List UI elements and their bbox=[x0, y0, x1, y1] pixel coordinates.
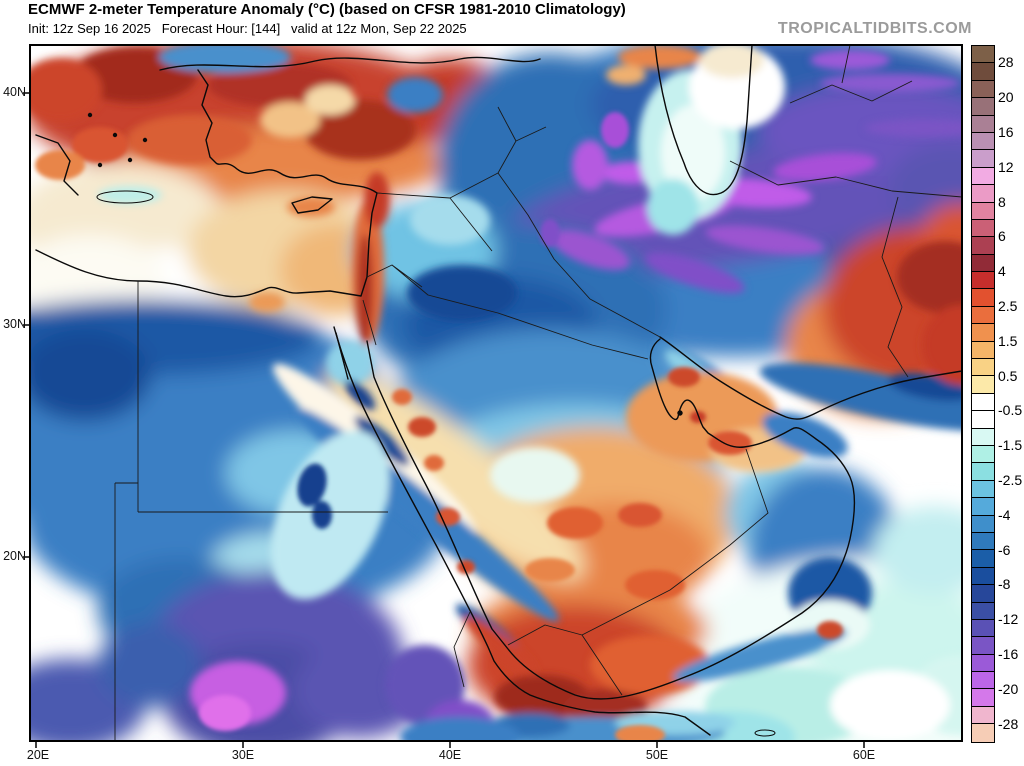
colorbar-cell bbox=[972, 602, 994, 620]
colorbar-cell bbox=[972, 706, 994, 725]
map-frame bbox=[29, 44, 963, 742]
colorbar-cell bbox=[972, 167, 994, 186]
colorbar-cell bbox=[972, 237, 994, 255]
colorbar-cell bbox=[972, 289, 994, 307]
colorbar-label: -4 bbox=[998, 506, 1011, 523]
colorbar-cell bbox=[972, 689, 994, 707]
colorbar-cell bbox=[972, 150, 994, 168]
colorbar-cell bbox=[972, 393, 994, 412]
colorbar-label: -8 bbox=[998, 576, 1011, 593]
colorbar-cell bbox=[972, 115, 994, 133]
colorbar-cell bbox=[972, 532, 994, 551]
colorbar-label: -28 bbox=[998, 715, 1019, 732]
colorbar-label: -2.5 bbox=[998, 472, 1023, 488]
colorbar-cell bbox=[972, 411, 994, 429]
colorbar-label: 12 bbox=[998, 158, 1014, 175]
colorbar-cell bbox=[972, 480, 994, 499]
lon-label-20e: 20E bbox=[26, 748, 50, 762]
colorbar-cell bbox=[972, 254, 994, 273]
lon-label-50e: 50E bbox=[645, 748, 669, 762]
colorbar-label: 20 bbox=[998, 89, 1014, 106]
colorbar-cell bbox=[972, 654, 994, 673]
colorbar-cell bbox=[972, 515, 994, 533]
colorbar-label: 16 bbox=[998, 124, 1014, 140]
anomaly-map bbox=[23, 44, 963, 748]
colorbar-label: -12 bbox=[998, 611, 1019, 628]
colorbar-label: 2.5 bbox=[998, 298, 1018, 314]
colorbar-cell bbox=[972, 185, 994, 203]
colorbar-cell bbox=[972, 132, 994, 151]
colorbar-cell bbox=[972, 306, 994, 325]
colorbar-cell bbox=[972, 98, 994, 116]
anomaly-field bbox=[30, 45, 962, 741]
colorbar-cell bbox=[972, 272, 994, 290]
tropicaltidbits-watermark: TROPICALTIDBITS.COM bbox=[777, 20, 972, 37]
colorbar-cell bbox=[972, 463, 994, 481]
colorbar-cell bbox=[972, 46, 994, 64]
colorbar-label: 28 bbox=[998, 54, 1014, 71]
colorbar-cell bbox=[972, 80, 994, 99]
colorbar-cell bbox=[972, 498, 994, 516]
colorbar-label: 0.5 bbox=[998, 367, 1018, 384]
colorbar-cell bbox=[972, 445, 994, 464]
lon-label-60e: 60E bbox=[852, 748, 876, 762]
lon-label-40e: 40E bbox=[438, 748, 462, 762]
lat-label-30n: 30N bbox=[3, 317, 26, 331]
colorbar-cell bbox=[972, 341, 994, 360]
axis-ticks bbox=[23, 92, 865, 748]
colorbar-label: 6 bbox=[998, 228, 1006, 245]
colorbar-cell bbox=[972, 359, 994, 377]
colorbar-cells bbox=[971, 45, 995, 743]
lat-label-20n: 20N bbox=[3, 549, 26, 563]
page-title: ECMWF 2-meter Temperature Anomaly (°C) (… bbox=[28, 1, 626, 18]
colorbar-cell bbox=[972, 428, 994, 446]
colorbar-label: -20 bbox=[998, 680, 1019, 697]
colorbar-cell bbox=[972, 376, 994, 394]
init-forecast-valid-line: Init: 12z Sep 16 2025 Forecast Hour: [14… bbox=[28, 21, 467, 36]
colorbar-cell bbox=[972, 63, 994, 81]
country-borders bbox=[114, 45, 962, 741]
colorbar-cell bbox=[972, 219, 994, 238]
lon-label-30e: 30E bbox=[231, 748, 255, 762]
colorbar-cell bbox=[972, 550, 994, 568]
colorbar-label: -0.5 bbox=[998, 402, 1023, 419]
colorbar-cell bbox=[972, 585, 994, 603]
colorbar-cell bbox=[972, 324, 994, 342]
colorbar-label: -16 bbox=[998, 646, 1019, 662]
colorbar-cell bbox=[972, 567, 994, 586]
colorbar-cell bbox=[972, 672, 994, 690]
lat-label-40n: 40N bbox=[3, 85, 26, 99]
coastlines bbox=[35, 45, 962, 737]
colorbar-label: 8 bbox=[998, 193, 1006, 210]
colorbar-label: 1.5 bbox=[998, 332, 1018, 349]
colorbar-cell bbox=[972, 202, 994, 220]
colorbar-label: 4 bbox=[998, 263, 1006, 280]
colorbar-label: -6 bbox=[998, 541, 1011, 558]
colorbar-cell bbox=[972, 724, 994, 742]
colorbar-label: -1.5 bbox=[998, 437, 1023, 454]
colorbar-cell bbox=[972, 637, 994, 655]
colorbar-cell bbox=[972, 619, 994, 638]
